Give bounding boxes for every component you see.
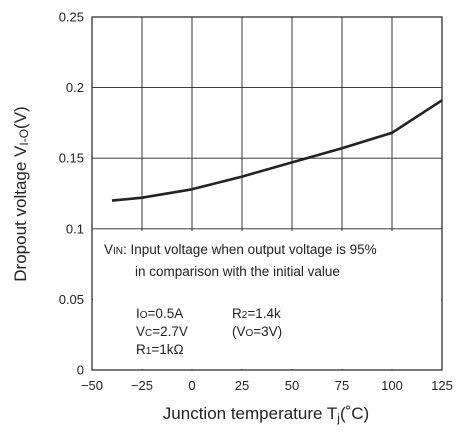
series-line xyxy=(111,99,443,202)
x-tick-label: 75 xyxy=(335,378,349,393)
r2-param: R2=1.4k xyxy=(232,306,281,321)
y-tick-label: 0.1 xyxy=(66,221,84,236)
r1-param: R1=1kΩ xyxy=(136,342,184,357)
plot-frame xyxy=(91,16,443,371)
x-tick-label: −25 xyxy=(131,378,153,393)
x-tick-label: 125 xyxy=(431,378,453,393)
x-tick-label: 0 xyxy=(188,378,195,393)
y-tick-label: 0 xyxy=(77,363,84,378)
x-tick-label: −50 xyxy=(81,378,103,393)
y-tick-labels: 0 0.05 0.1 0.15 0.2 0.25 xyxy=(59,10,84,378)
vin-note-line2: in comparison with the initial value xyxy=(135,264,340,279)
y-tick-label: 0.15 xyxy=(59,151,84,166)
x-tick-label: 50 xyxy=(285,378,299,393)
y-tick-label: 0.2 xyxy=(66,80,84,95)
x-tick-label: 100 xyxy=(381,378,403,393)
y-tick-label: 0.25 xyxy=(59,10,84,25)
vo-param: (VO=3V) xyxy=(232,324,282,339)
vc-param: VC=2.7V xyxy=(136,324,188,339)
x-tick-label: 25 xyxy=(235,378,249,393)
y-tick-label: 0.05 xyxy=(59,292,84,307)
y-axis-title: Dropout voltage VI-O(V) xyxy=(11,106,31,281)
x-tick-labels: −50 −25 0 25 50 75 100 125 xyxy=(81,378,453,393)
vin-note: VIN: Input voltage when output voltage i… xyxy=(104,242,377,257)
io-param: IO=0.5A xyxy=(136,306,183,321)
annotation-box xyxy=(93,231,441,369)
x-axis-title: Junction temperature Tj(˚C) xyxy=(163,404,369,425)
